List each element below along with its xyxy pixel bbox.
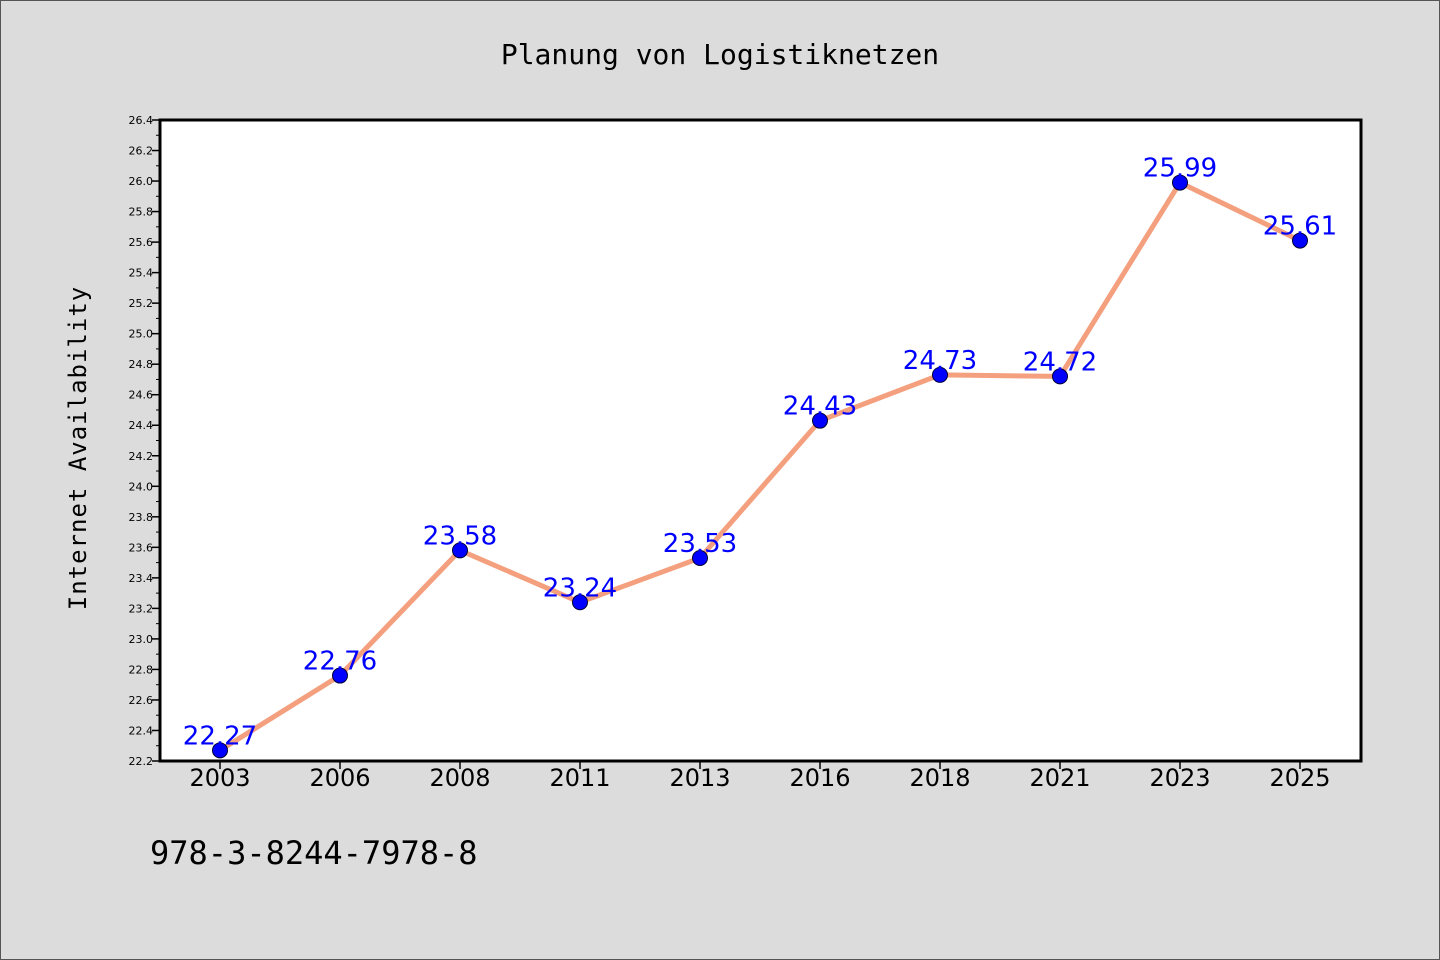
y-tick-label: 24.8: [129, 358, 154, 371]
y-tick-label: 23.0: [129, 633, 154, 646]
y-axis: 22.2 22.4 22.6 22.8 23.0 23.2 23.4 23.6 23.8 24.0…: [129, 114, 160, 768]
data-label: 22.27: [183, 721, 257, 751]
chart-title: Planung von Logistiknetzen: [501, 38, 939, 71]
x-tick-label: 2011: [549, 764, 610, 792]
x-tick-label: 2008: [429, 764, 490, 792]
data-point: [452, 542, 468, 559]
data-label: 23.53: [663, 529, 737, 559]
data-label: 25.99: [1143, 154, 1217, 184]
y-tick-label: 22.8: [129, 663, 154, 676]
data-point: [932, 366, 948, 383]
x-tick-label: 2025: [1269, 764, 1330, 792]
y-tick-label: 26.4: [129, 114, 154, 127]
y-tick-label: 24.2: [129, 450, 154, 463]
data-label: 22.76: [303, 647, 377, 677]
y-tick-label: 23.4: [129, 572, 154, 585]
data-point: [1172, 174, 1188, 191]
data-points: [212, 174, 1308, 759]
data-point: [1292, 232, 1308, 249]
y-tick-label: 23.8: [129, 511, 154, 524]
data-labels: 22.27 22.76 23.58 23.24 23.53 24.43 24.73 24.72…: [183, 154, 1337, 752]
data-label: 24.73: [903, 346, 977, 376]
data-label: 23.58: [423, 521, 497, 551]
data-label: 24.72: [1023, 347, 1097, 377]
series-line: [218, 180, 1302, 753]
y-tick-label: 24.4: [129, 419, 154, 432]
data-point: [212, 742, 228, 759]
y-tick-label: 23.6: [129, 541, 154, 554]
x-tick-label: 2023: [1149, 764, 1210, 792]
y-tick-label: 22.4: [129, 724, 154, 737]
x-tick-label: 2018: [909, 764, 970, 792]
y-tick-label: 25.2: [129, 297, 154, 310]
y-tick-label: 25.0: [129, 328, 154, 341]
y-tick-label: 23.2: [129, 602, 154, 615]
y-tick-label: 25.8: [129, 206, 154, 219]
y-tick-label: 25.4: [129, 267, 154, 280]
y-tick-label: 22.2: [129, 755, 154, 768]
data-label: 24.43: [783, 392, 857, 422]
x-tick-label: 2013: [669, 764, 730, 792]
x-tick-label: 2006: [309, 764, 370, 792]
x-tick-label: 2016: [789, 764, 850, 792]
data-label: 25.61: [1263, 212, 1337, 242]
data-point: [572, 594, 588, 611]
data-point: [1052, 368, 1068, 385]
x-tick-label: 2021: [1029, 764, 1090, 792]
y-tick-label: 25.6: [129, 236, 154, 249]
y-tick-label: 26.2: [129, 145, 154, 158]
y-tick-label: 24.6: [129, 389, 154, 402]
y-tick-label: 24.0: [129, 480, 154, 493]
y-tick-label: 22.6: [129, 694, 154, 707]
data-point: [692, 550, 708, 567]
isbn-note: 978-3-8244-7978-8: [150, 834, 478, 872]
y-tick-label: 26.0: [129, 175, 154, 188]
data-point: [812, 412, 828, 429]
y-axis-label: Internet Availability: [64, 286, 92, 610]
data-label: 23.24: [543, 573, 617, 603]
x-tick-label: 2003: [189, 764, 250, 792]
data-point: [332, 667, 348, 684]
x-axis: 2003 2006 2008 2011 2013 2016 2018 2021 2023 2025: [189, 761, 1331, 792]
